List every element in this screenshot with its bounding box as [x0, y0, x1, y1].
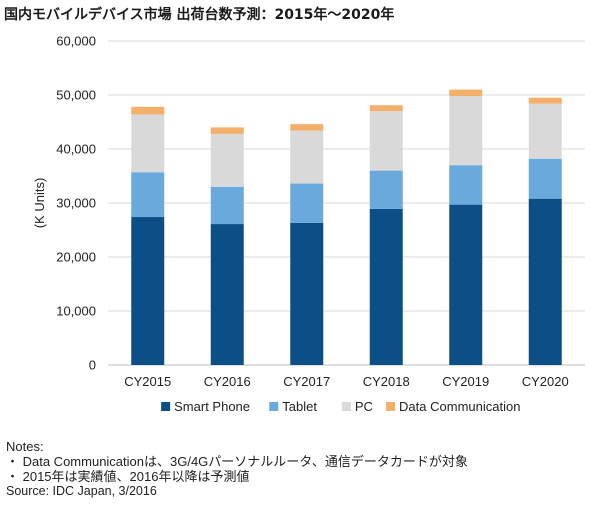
y-tick-label: 0 — [89, 358, 96, 373]
y-tick-label: 10,000 — [56, 304, 96, 319]
y-tick-label: 30,000 — [56, 196, 96, 211]
bar-pc — [210, 133, 244, 187]
bar-tablet — [449, 165, 483, 205]
bar-tablet — [290, 183, 324, 223]
y-axis-label: (K Units) — [32, 178, 47, 229]
bar-tablet — [131, 172, 165, 218]
gridlines — [108, 40, 585, 312]
note-item-2: ・ 2015年は実績値、2016年以降は予測値 — [6, 469, 250, 484]
legend-swatch — [341, 402, 351, 411]
x-tick-label: CY2016 — [204, 374, 251, 389]
bars — [131, 89, 562, 365]
x-axis: CY2015 CY2016 CY2017 CY2018 CY2019 CY2020 — [124, 374, 568, 389]
bar-pc — [131, 114, 165, 173]
bar-data-communication — [369, 105, 403, 112]
x-tick-label: CY2017 — [283, 374, 330, 389]
bar-pc — [290, 130, 324, 184]
y-tick-label: 60,000 — [56, 34, 96, 49]
chart-title: 国内モバイルデバイス市場 出荷台数予測：2015年～2020年 — [4, 7, 395, 23]
x-tick-label: CY2020 — [522, 374, 569, 389]
bar-pc — [369, 111, 403, 171]
legend-swatch — [161, 402, 171, 411]
bar-data-communication — [210, 127, 244, 134]
legend-label: Smart Phone — [174, 399, 250, 414]
note-item-1: ・ Data Communicationは、3G/4Gパーソナルルータ、通信デー… — [6, 454, 468, 469]
bar-smart-phone — [290, 222, 324, 365]
bar-tablet — [528, 158, 562, 199]
bar-tablet — [369, 170, 403, 209]
bar-data-communication — [290, 124, 324, 131]
bar-pc — [449, 96, 483, 166]
bar-smart-phone — [528, 198, 562, 365]
x-tick-label: CY2019 — [442, 374, 489, 389]
y-axis: 0 10,000 20,000 30,000 40,000 50,000 60,000 (K … — [32, 34, 585, 373]
bar-data-communication — [528, 97, 562, 104]
notes: Notes: ・ Data Communicationは、3G/4Gパーソナルル… — [6, 439, 586, 499]
bar-smart-phone — [369, 208, 403, 365]
bar-smart-phone — [131, 217, 165, 365]
legend-label: PC — [355, 399, 373, 414]
y-tick-label: 20,000 — [56, 250, 96, 265]
x-tick-label: CY2015 — [124, 374, 171, 389]
x-tick-label: CY2018 — [363, 374, 410, 389]
bar-tablet — [210, 186, 244, 225]
bar-data-communication — [449, 89, 483, 97]
legend-swatch — [386, 402, 396, 411]
legend-label: Tablet — [282, 399, 317, 414]
bar-smart-phone — [449, 204, 483, 365]
y-tick-label: 50,000 — [56, 88, 96, 103]
notes-heading: Notes: — [6, 439, 44, 454]
bar-data-communication — [131, 106, 165, 115]
y-tick-label: 40,000 — [56, 142, 96, 157]
legend: Smart Phone Tablet PC Data Communication — [161, 399, 520, 414]
legend-swatch — [269, 402, 279, 411]
legend-label: Data Communication — [399, 399, 520, 414]
bar-smart-phone — [210, 224, 244, 365]
bar-pc — [528, 103, 562, 159]
source-text: Source: IDC Japan, 3/2016 — [6, 484, 157, 498]
